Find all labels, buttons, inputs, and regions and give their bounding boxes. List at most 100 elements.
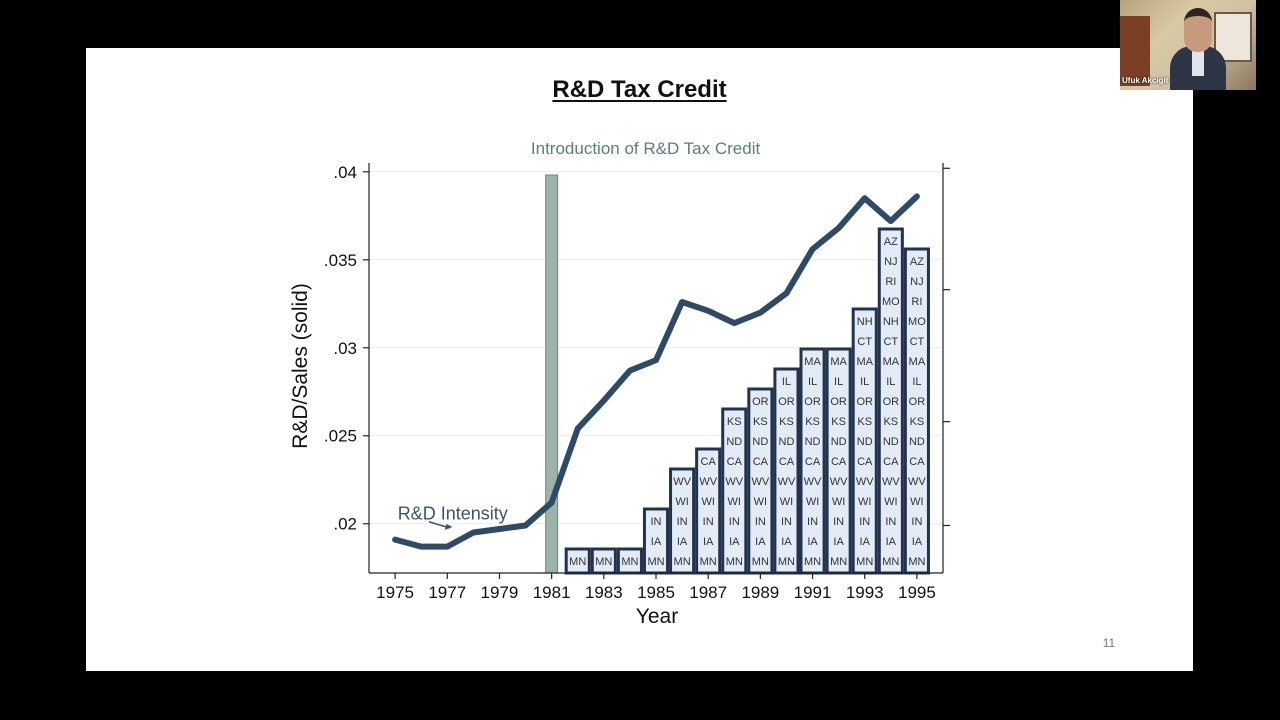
y-tick-label: .02 [333, 515, 357, 534]
state-label: MA [883, 356, 900, 368]
state-label: IA [781, 536, 792, 548]
state-label: OR [830, 396, 847, 408]
state-label: WV [908, 476, 926, 488]
x-tick-label: 1993 [846, 583, 884, 602]
state-label: AZ [910, 256, 924, 268]
y-tick-label: .03 [333, 339, 357, 358]
state-label: CA [883, 456, 899, 468]
y-tick-label: .04 [333, 163, 357, 182]
state-label: WV [856, 476, 874, 488]
state-label: WV [725, 476, 743, 488]
state-label: OR [909, 396, 926, 408]
state-label: WV [699, 476, 717, 488]
state-label: IL [834, 376, 843, 388]
state-label: IA [912, 536, 923, 548]
state-label: CA [779, 456, 795, 468]
state-label: RI [911, 296, 922, 308]
state-label: WV [751, 476, 769, 488]
y-axis-title: R&D/Sales (solid) [289, 283, 312, 449]
state-label: MN [726, 556, 743, 568]
state-label: MO [908, 316, 926, 328]
state-label: IN [651, 516, 662, 528]
state-label: IN [677, 516, 688, 528]
state-label: MA [830, 356, 847, 368]
state-label: MN [856, 556, 873, 568]
state-label: WI [858, 496, 871, 508]
state-label: IL [912, 376, 921, 388]
state-label: IA [729, 536, 740, 548]
state-label: IN [885, 516, 896, 528]
slide-title: R&D Tax Credit [552, 76, 727, 103]
state-label: IL [886, 376, 895, 388]
state-label: NJ [884, 256, 897, 268]
state-label: ND [779, 436, 795, 448]
bookshelf-background [1120, 16, 1150, 86]
y-tick-label: .035 [324, 251, 357, 270]
state-label: WI [728, 496, 741, 508]
state-label: ND [831, 436, 847, 448]
state-label: OR [856, 396, 873, 408]
state-label: MO [882, 296, 900, 308]
state-label: IL [860, 376, 869, 388]
state-label: WI [806, 496, 819, 508]
state-label: IN [911, 516, 922, 528]
y-tick-label: .025 [324, 427, 357, 446]
state-label: IA [755, 536, 766, 548]
state-label: CA [857, 456, 873, 468]
state-label: WV [830, 476, 848, 488]
state-label: IA [703, 536, 714, 548]
x-tick-label: 1983 [585, 583, 623, 602]
state-label: MN [674, 556, 691, 568]
state-label: ND [752, 436, 768, 448]
state-label: KS [831, 416, 846, 428]
annotation-arrowhead [444, 524, 453, 531]
state-label: MA [804, 356, 821, 368]
state-label: WV [882, 476, 900, 488]
state-label: MA [909, 356, 926, 368]
state-label: KS [779, 416, 794, 428]
state-label: IA [833, 536, 844, 548]
participant-name: Ufuk Akcigit [1122, 76, 1169, 85]
x-axis-title: Year [636, 605, 678, 628]
state-label: MA [856, 356, 873, 368]
state-label: OR [883, 396, 900, 408]
participant-video-tile[interactable]: Ufuk Akcigit [1120, 0, 1256, 90]
state-label: IN [807, 516, 818, 528]
state-label: MN [621, 556, 638, 568]
state-label: IN [703, 516, 714, 528]
state-label: OR [752, 396, 769, 408]
x-tick-label: 1985 [637, 583, 675, 602]
state-label: WI [910, 496, 923, 508]
state-label: WV [804, 476, 822, 488]
state-label: IA [807, 536, 818, 548]
state-label: IN [781, 516, 792, 528]
state-label: KS [727, 416, 742, 428]
x-tick-label: 1991 [794, 583, 832, 602]
state-label: MN [700, 556, 717, 568]
x-tick-label: 1995 [898, 583, 936, 602]
introduction-label: Introduction of R&D Tax Credit [531, 139, 761, 158]
state-label: KS [805, 416, 820, 428]
state-label: CA [753, 456, 769, 468]
state-label: KS [883, 416, 898, 428]
state-credit-bar [721, 407, 748, 575]
window-background [1214, 12, 1252, 62]
state-label: KS [857, 416, 872, 428]
x-tick-label: 1977 [428, 583, 466, 602]
state-label: WI [832, 496, 845, 508]
state-label: KS [753, 416, 768, 428]
state-label: IN [833, 516, 844, 528]
state-label: WV [673, 476, 691, 488]
state-label: MN [569, 556, 586, 568]
x-tick-label: 1981 [533, 583, 571, 602]
state-label: NH [883, 316, 899, 328]
state-label: MN [778, 556, 795, 568]
state-label: WI [675, 496, 688, 508]
introduction-band [545, 174, 559, 574]
state-label: CA [831, 456, 847, 468]
x-tick-label: 1975 [376, 583, 414, 602]
page-number: 11 [1102, 636, 1116, 650]
state-label: IL [782, 376, 791, 388]
state-label: WI [754, 496, 767, 508]
state-label: AZ [884, 236, 898, 248]
